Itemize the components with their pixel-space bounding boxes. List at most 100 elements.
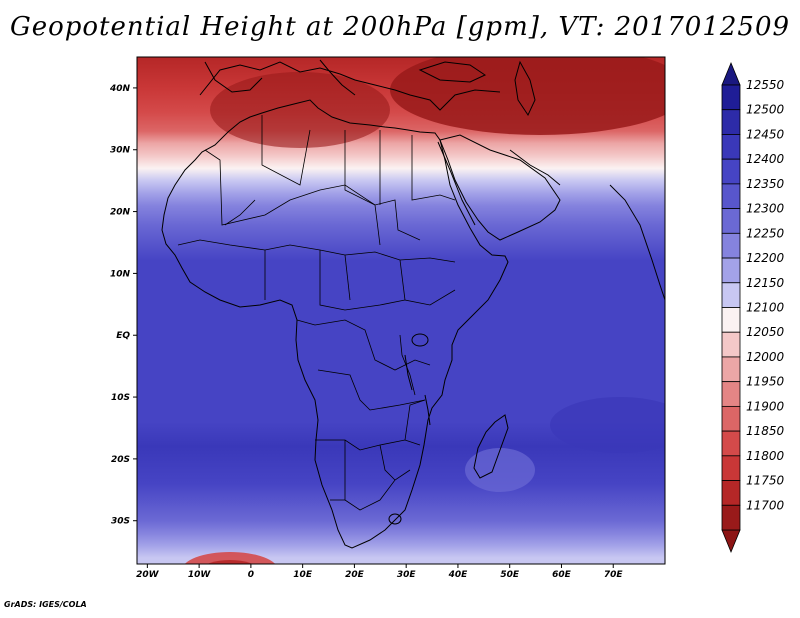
africa-coastline xyxy=(161,99,509,549)
colorbar-swatch xyxy=(721,84,741,111)
plot-frame xyxy=(136,56,666,565)
caspian-coast xyxy=(514,60,536,117)
lake-malawi xyxy=(424,394,431,426)
border-line xyxy=(344,130,381,246)
colorbar-label: 12200 xyxy=(746,251,785,265)
lake-victoria xyxy=(411,333,429,347)
colorbar-swatch xyxy=(721,257,741,284)
border-line xyxy=(317,369,426,411)
coastlines xyxy=(161,59,665,549)
colorbar-swatch xyxy=(721,331,741,358)
border-line xyxy=(319,250,406,311)
map-title: Geopotential Height at 200hPa [gpm], VT:… xyxy=(9,12,791,42)
madagascar-channel-band xyxy=(465,448,535,492)
colorbar-swatch xyxy=(721,480,741,506)
colorbar-swatch xyxy=(721,356,741,383)
height-field xyxy=(137,57,665,564)
colorbar-min-arrow xyxy=(721,529,741,554)
colorbar-label: 11750 xyxy=(746,474,785,488)
border-line xyxy=(204,149,421,241)
country-borders xyxy=(177,115,456,511)
lon-tick-label: 50E xyxy=(500,570,520,580)
colorbar-label: 12500 xyxy=(746,103,785,117)
lon-tick-label: 40E xyxy=(448,570,469,580)
border-line xyxy=(344,254,351,301)
colorbar-label: 12300 xyxy=(746,202,785,216)
lon-tick-label: 20W xyxy=(136,570,160,580)
colorbar-label: 12100 xyxy=(746,301,785,315)
lat-tick-label: 30S xyxy=(111,517,130,527)
colorbar-label: 12450 xyxy=(746,127,785,141)
lat-tick-label: 20S xyxy=(111,455,130,465)
colorbar-label: 11950 xyxy=(746,375,785,389)
colorbar-label: 11850 xyxy=(746,424,785,438)
colorbar-label: 11900 xyxy=(746,399,785,413)
north-high-core xyxy=(390,57,665,135)
latitude-axis: 40N 30N 20N 10N EQ 10S 20S 30S xyxy=(109,84,137,527)
lesotho xyxy=(388,513,402,525)
colorbar-swatch xyxy=(721,158,741,185)
border-line xyxy=(379,444,396,481)
colorbar-swatch xyxy=(721,455,741,481)
border-line xyxy=(296,319,431,371)
colorbar-label: 12350 xyxy=(746,177,785,191)
lon-tick-label: 60E xyxy=(552,570,572,580)
colorbar-max-arrow xyxy=(721,61,741,86)
lon-tick-label: 10W xyxy=(188,570,212,580)
colorbar-swatch xyxy=(721,134,741,160)
colorbar-label: 12550 xyxy=(746,78,785,92)
colorbar-swatch xyxy=(721,232,741,259)
south-atlantic-warm-core xyxy=(207,560,253,564)
lat-tick-label: 30N xyxy=(110,146,131,156)
lat-tick-label: 10N xyxy=(110,269,131,279)
south-atlantic-warm-patch xyxy=(184,552,276,564)
border-line xyxy=(344,440,411,511)
lat-tick-label: 20N xyxy=(110,208,131,218)
lakes xyxy=(388,333,431,525)
colorbar-swatch xyxy=(721,183,741,210)
colorbar-swatch xyxy=(721,282,741,308)
india-coastline xyxy=(609,184,665,301)
height-field-background xyxy=(137,57,665,564)
north-africa-high-core xyxy=(210,72,390,148)
lat-tick-label: 10S xyxy=(111,393,130,403)
indian-ocean-band xyxy=(550,397,665,453)
lake-tanganyika xyxy=(404,354,413,391)
red-sea-coast xyxy=(437,141,476,226)
lon-tick-label: 20E xyxy=(345,570,365,580)
colorbar-label: 12050 xyxy=(746,325,785,339)
border-line xyxy=(404,399,426,441)
iberia-coast xyxy=(204,61,263,93)
colorbar-swatch xyxy=(721,109,741,135)
colorbar-swatch xyxy=(721,430,741,457)
colorbar-label: 11800 xyxy=(746,449,785,463)
colorbar: 12550 12500 12450 12400 12350 12300 12250 12200… xyxy=(721,61,785,554)
lon-tick-label: 30E xyxy=(397,570,417,580)
black-sea-coast xyxy=(418,61,487,83)
colorbar-swatch xyxy=(721,405,741,432)
colorbar-label: 12250 xyxy=(746,226,785,240)
lon-tick-label: 0 xyxy=(248,570,254,580)
mediterranean-coast xyxy=(199,61,501,111)
lat-tick-label: EQ xyxy=(116,331,130,341)
border-line xyxy=(315,439,421,451)
border-line xyxy=(224,199,256,226)
persian-gulf-coast xyxy=(509,149,561,186)
lon-tick-label: 70E xyxy=(604,570,624,580)
colorbar-label: 11700 xyxy=(746,498,785,512)
longitude-axis: 20W 10W 0 10E 20E 30E 40E 50E 60E 70E xyxy=(136,564,623,580)
border-line xyxy=(261,115,311,186)
lon-tick-label: 10E xyxy=(293,570,313,580)
lat-tick-label: 40N xyxy=(109,84,131,94)
colorbar-swatch xyxy=(721,307,741,333)
colorbar-label: 12400 xyxy=(746,152,785,166)
italy-coast xyxy=(319,59,356,96)
colorbar-swatch xyxy=(721,208,741,234)
colorbar-swatch xyxy=(721,504,741,531)
madagascar-coastline xyxy=(473,414,509,479)
arabia-coastline xyxy=(439,134,561,241)
border-line xyxy=(411,135,456,201)
colorbar-swatch xyxy=(721,381,741,407)
credit-label: GrADS: IGES/COLA xyxy=(4,600,87,609)
